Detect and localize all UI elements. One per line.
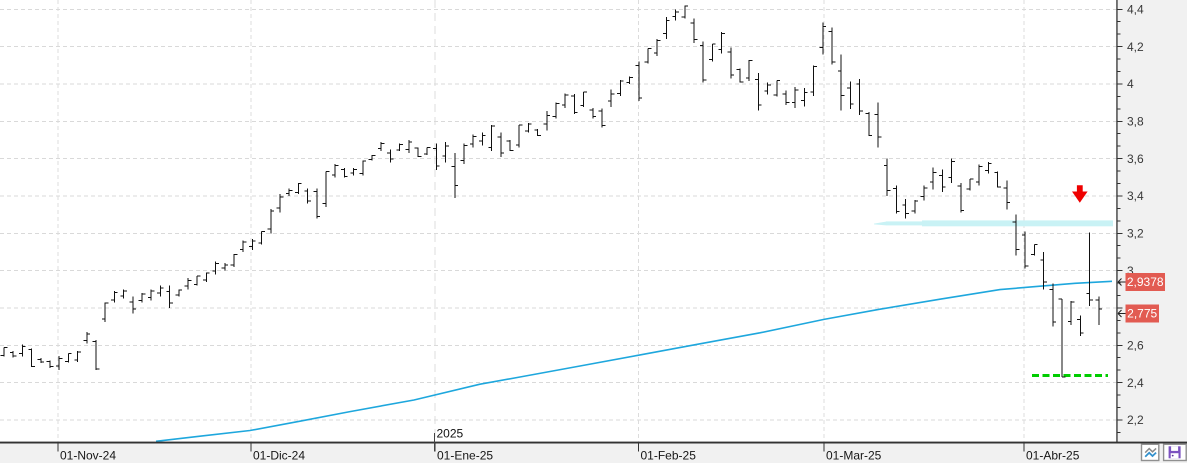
svg-text:3,4: 3,4 — [1127, 189, 1144, 203]
svg-text:3,8: 3,8 — [1127, 115, 1144, 129]
svg-text:2025: 2025 — [437, 427, 464, 441]
svg-text:4: 4 — [1127, 77, 1134, 91]
svg-text:01-Feb-25: 01-Feb-25 — [641, 449, 697, 463]
svg-text:01-Mar-25: 01-Mar-25 — [826, 449, 882, 463]
svg-text:4,2: 4,2 — [1127, 40, 1144, 54]
svg-text:01-Dic-24: 01-Dic-24 — [253, 449, 305, 463]
svg-text:3: 3 — [1127, 264, 1134, 278]
svg-text:01-Ene-25: 01-Ene-25 — [437, 449, 493, 463]
svg-text:2,775: 2,775 — [1127, 307, 1157, 321]
svg-text:2,4: 2,4 — [1127, 376, 1144, 390]
svg-text:3,6: 3,6 — [1127, 152, 1144, 166]
svg-text:2,9378: 2,9378 — [1127, 275, 1164, 289]
svg-text:01-Abr-25: 01-Abr-25 — [1026, 449, 1080, 463]
svg-text:4,4: 4,4 — [1127, 3, 1144, 17]
svg-text:2,2: 2,2 — [1127, 413, 1144, 427]
svg-text:3,2: 3,2 — [1127, 227, 1144, 241]
svg-text:01-Nov-24: 01-Nov-24 — [60, 449, 116, 463]
svg-text:2,6: 2,6 — [1127, 339, 1144, 353]
